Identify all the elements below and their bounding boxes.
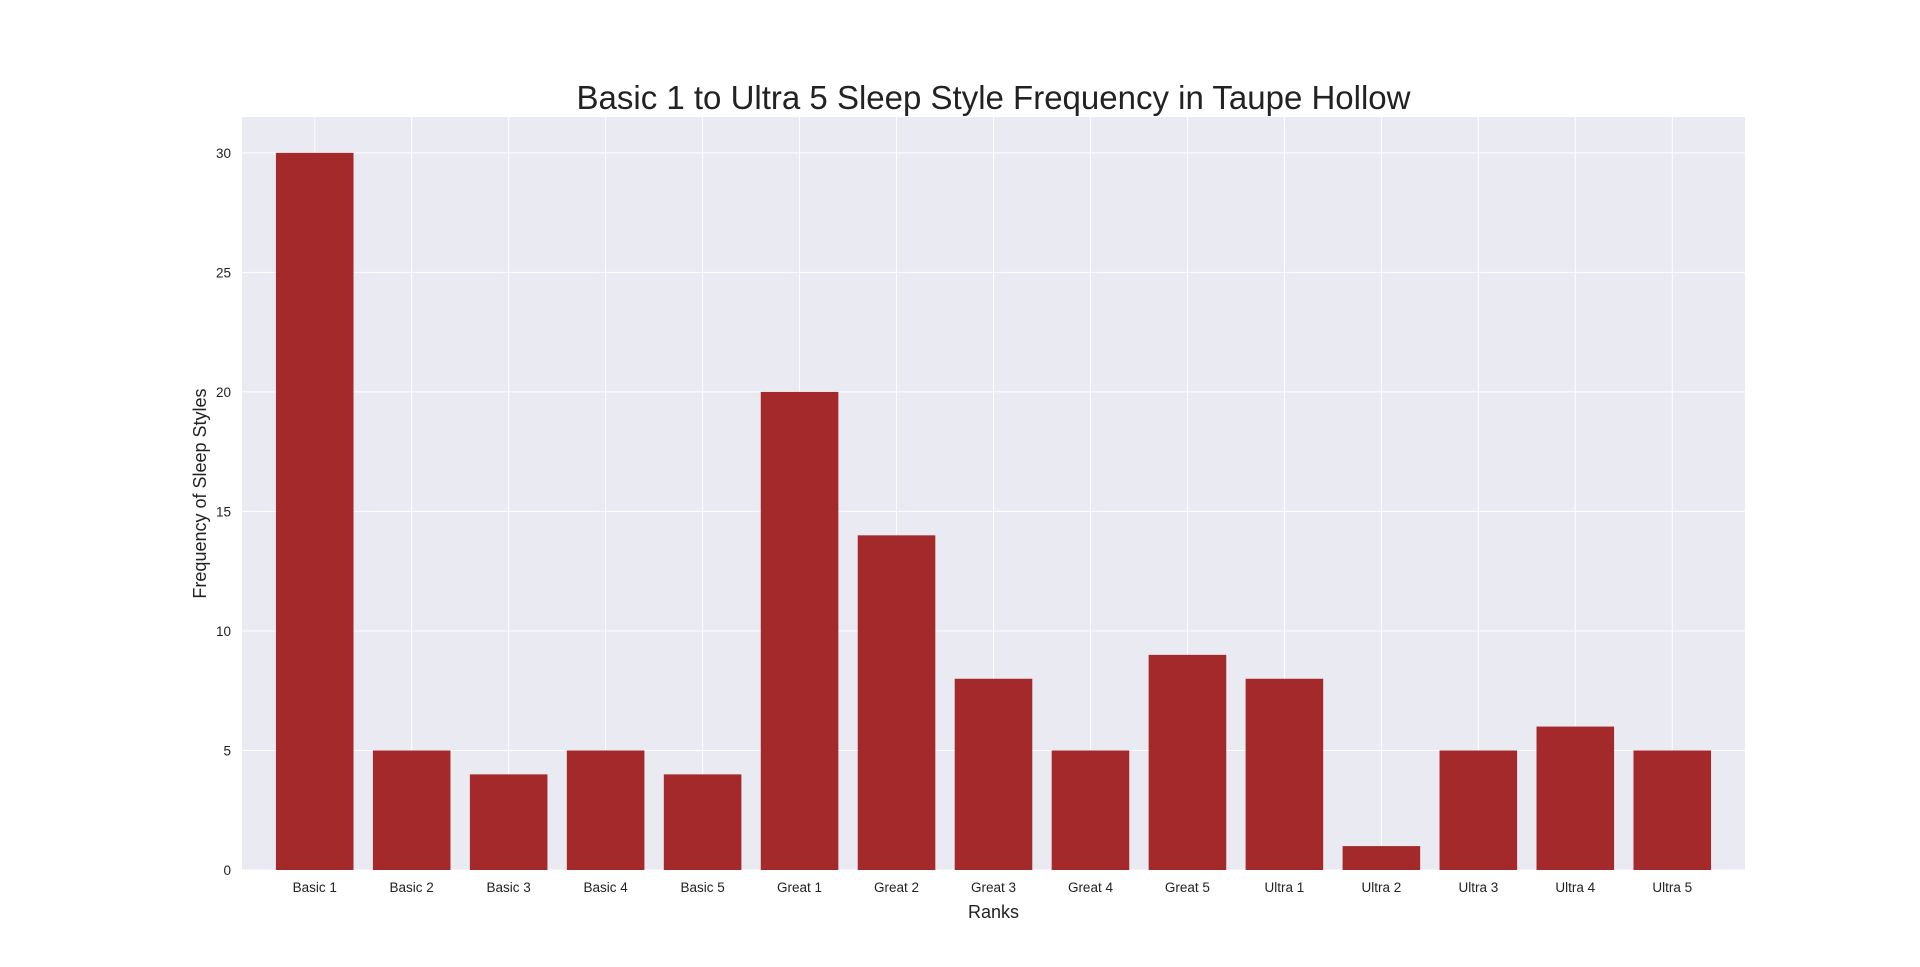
x-tick-label: Ultra 5 bbox=[1652, 880, 1692, 895]
bar-great-5 bbox=[1148, 654, 1227, 870]
bar-basic-2 bbox=[372, 750, 451, 870]
x-tick-label: Ultra 4 bbox=[1555, 880, 1595, 895]
bar-ultra-5 bbox=[1633, 750, 1712, 870]
bar-basic-3 bbox=[469, 774, 548, 870]
bar-basic-5 bbox=[663, 774, 742, 870]
bar-great-1 bbox=[760, 391, 839, 870]
x-tick-label: Ultra 1 bbox=[1265, 880, 1305, 895]
x-tick-label: Great 3 bbox=[971, 880, 1016, 895]
x-tick-label: Basic 1 bbox=[293, 880, 337, 895]
x-tick-label: Great 1 bbox=[777, 880, 822, 895]
y-axis-ticks: 0 5 10 15 20 25 30 bbox=[216, 146, 231, 878]
y-tick-label: 15 bbox=[216, 504, 231, 519]
x-tick-label: Great 2 bbox=[874, 880, 919, 895]
bar-ultra-4 bbox=[1536, 726, 1615, 870]
y-tick-label: 25 bbox=[216, 265, 231, 280]
x-tick-label: Basic 3 bbox=[487, 880, 531, 895]
chart-title: Basic 1 to Ultra 5 Sleep Style Frequency… bbox=[577, 79, 1411, 116]
y-tick-label: 5 bbox=[223, 743, 231, 758]
y-tick-label: 30 bbox=[216, 146, 231, 161]
x-tick-label: Great 4 bbox=[1068, 880, 1114, 895]
bar-ultra-1 bbox=[1245, 678, 1324, 870]
bar-great-4 bbox=[1051, 750, 1130, 870]
x-tick-label: Ultra 2 bbox=[1361, 880, 1401, 895]
bar-great-3 bbox=[954, 678, 1033, 870]
bar-basic-1 bbox=[275, 152, 354, 870]
x-axis-ticks: Basic 1 Basic 2 Basic 3 Basic 4 Basic 5 Great… bbox=[293, 880, 1693, 895]
x-tick-label: Great 5 bbox=[1165, 880, 1210, 895]
x-tick-label: Basic 5 bbox=[680, 880, 724, 895]
x-tick-label: Basic 2 bbox=[390, 880, 434, 895]
y-tick-label: 20 bbox=[216, 385, 231, 400]
y-tick-label: 0 bbox=[223, 863, 231, 878]
y-axis-label: Frequency of Sleep Styles bbox=[190, 388, 210, 598]
bar-basic-4 bbox=[566, 750, 645, 870]
x-axis-label: Ranks bbox=[968, 902, 1019, 922]
grid-lines bbox=[242, 117, 1745, 871]
bar-ultra-2 bbox=[1342, 846, 1421, 870]
x-tick-label: Ultra 3 bbox=[1458, 880, 1498, 895]
bar-great-2 bbox=[857, 535, 936, 870]
y-tick-label: 10 bbox=[216, 624, 231, 639]
x-tick-label: Basic 4 bbox=[583, 880, 628, 895]
bar-ultra-3 bbox=[1439, 750, 1518, 870]
bars bbox=[275, 152, 1712, 870]
